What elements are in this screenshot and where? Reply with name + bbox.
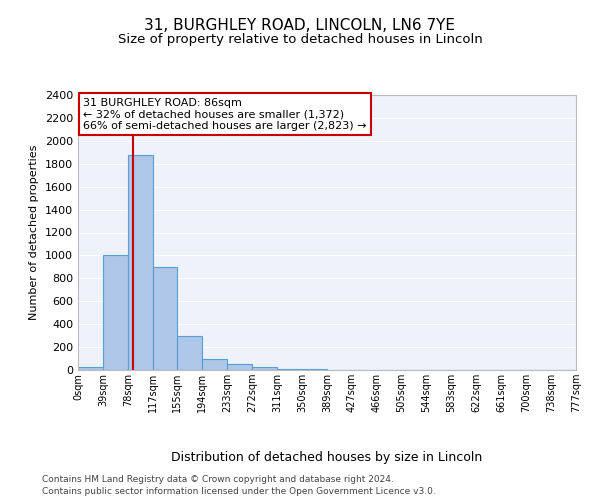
Bar bbox=[103, 256, 128, 370]
Bar bbox=[78, 367, 103, 370]
Text: Contains public sector information licensed under the Open Government Licence v3: Contains public sector information licen… bbox=[42, 488, 436, 496]
Text: Distribution of detached houses by size in Lincoln: Distribution of detached houses by size … bbox=[172, 451, 482, 464]
Text: 31, BURGHLEY ROAD, LINCOLN, LN6 7YE: 31, BURGHLEY ROAD, LINCOLN, LN6 7YE bbox=[145, 18, 455, 32]
Text: Contains HM Land Registry data © Crown copyright and database right 2024.: Contains HM Land Registry data © Crown c… bbox=[42, 474, 394, 484]
Bar bbox=[253, 367, 277, 370]
Y-axis label: Number of detached properties: Number of detached properties bbox=[29, 145, 40, 320]
Text: Size of property relative to detached houses in Lincoln: Size of property relative to detached ho… bbox=[118, 32, 482, 46]
Bar bbox=[277, 369, 302, 370]
Bar bbox=[128, 155, 153, 370]
Bar bbox=[202, 358, 227, 370]
Bar bbox=[178, 336, 202, 370]
Bar bbox=[227, 364, 253, 370]
Text: 31 BURGHLEY ROAD: 86sqm
← 32% of detached houses are smaller (1,372)
66% of semi: 31 BURGHLEY ROAD: 86sqm ← 32% of detache… bbox=[83, 98, 367, 131]
Bar bbox=[153, 267, 178, 370]
